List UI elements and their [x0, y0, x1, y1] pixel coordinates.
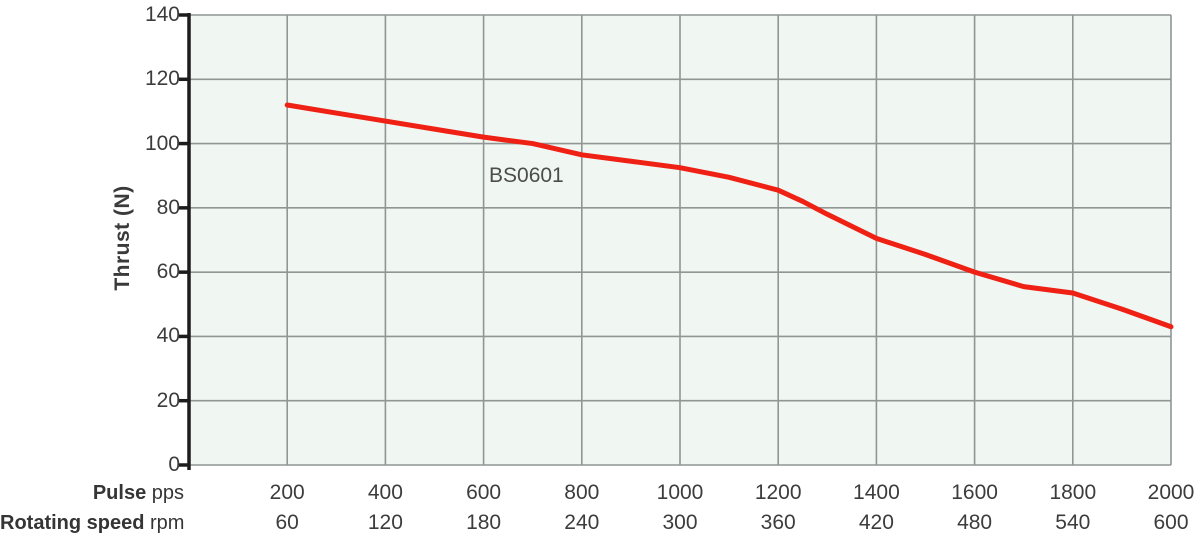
y-tick-label: 40 [156, 324, 180, 348]
rotating-speed-axis-label-name: Rotating speed [0, 512, 145, 534]
x-tick-label: 1000 [656, 481, 704, 504]
x-tick-label: 360 [760, 511, 796, 534]
x-tick-label: 1600 [951, 481, 998, 504]
pulse-axis-label-unit: pps [151, 482, 184, 504]
x-tick-label: 800 [564, 481, 600, 504]
x-tick-label: 1200 [754, 481, 802, 504]
y-axis [179, 13, 191, 470]
y-tick-label: 100 [144, 131, 180, 155]
x-tick-label: 420 [858, 511, 894, 534]
x-tick-label: 2000 [1147, 481, 1195, 504]
rotating-speed-axis-label-unit: rpm [150, 512, 185, 534]
rotating-speed-axis-label: Rotating speed rpm [0, 511, 184, 535]
x-tick-label: 1400 [853, 481, 900, 504]
pulse-axis-label: Pulse pps [0, 481, 184, 505]
y-axis-title: Thrust (N) [111, 185, 134, 291]
y-tick-label: 80 [156, 195, 180, 219]
pulse-axis-label-name: Pulse [92, 482, 147, 504]
y-tick-label: 60 [156, 260, 180, 284]
x-tick-label: 600 [466, 481, 502, 504]
x-tick-label: 200 [269, 481, 305, 504]
x-tick-label: 540 [1055, 511, 1091, 534]
series-line-bs0601 [284, 102, 1174, 330]
x-tick-label: 180 [466, 511, 502, 534]
x-tick-label: 400 [367, 481, 403, 504]
x-tick-label: 120 [367, 511, 403, 534]
y-tick-label: 120 [144, 67, 180, 91]
x-tick-label: 1800 [1049, 481, 1097, 504]
series-label-bs0601: BS0601 [489, 164, 564, 187]
y-tick-label: 140 [144, 3, 180, 26]
x-tick-label: 240 [564, 511, 600, 534]
x-tick-label: 60 [275, 511, 299, 534]
x-tick-label: 600 [1153, 511, 1189, 534]
x-tick-label: 480 [957, 511, 993, 534]
x-tick-label: 300 [662, 511, 698, 534]
grid-lines [189, 14, 1172, 466]
y-tick-label: 0 [168, 453, 180, 476]
y-tick-label: 20 [156, 388, 180, 412]
